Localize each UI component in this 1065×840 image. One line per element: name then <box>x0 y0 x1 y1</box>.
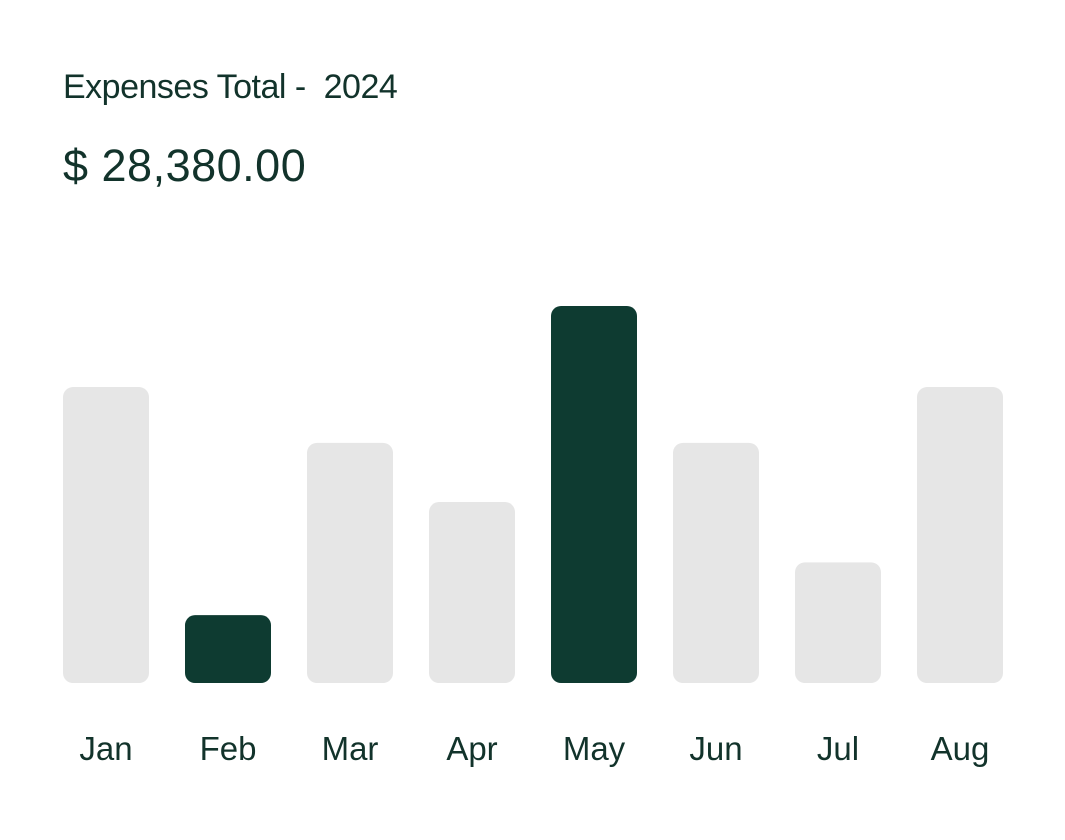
bar-aug <box>917 387 1003 683</box>
bar-may <box>551 306 637 683</box>
bar-mar <box>307 442 393 683</box>
x-tick-label: Jan <box>79 730 132 767</box>
x-tick-label: Aug <box>931 730 990 767</box>
x-tick-label: Jul <box>817 730 859 767</box>
bar-apr <box>429 502 515 683</box>
x-tick-label: Mar <box>322 730 379 767</box>
bar-jun <box>673 442 759 683</box>
x-tick-label: May <box>563 730 626 767</box>
x-tick-label: Feb <box>200 730 257 767</box>
bar-jul <box>795 562 881 683</box>
bar-feb <box>185 615 271 683</box>
bar-jan <box>63 387 149 683</box>
x-tick-label: Jun <box>689 730 742 767</box>
chart-title: Expenses Total - 2024 <box>63 68 398 106</box>
x-tick-label: Apr <box>446 730 497 767</box>
total-amount: $ 28,380.00 <box>63 140 307 191</box>
